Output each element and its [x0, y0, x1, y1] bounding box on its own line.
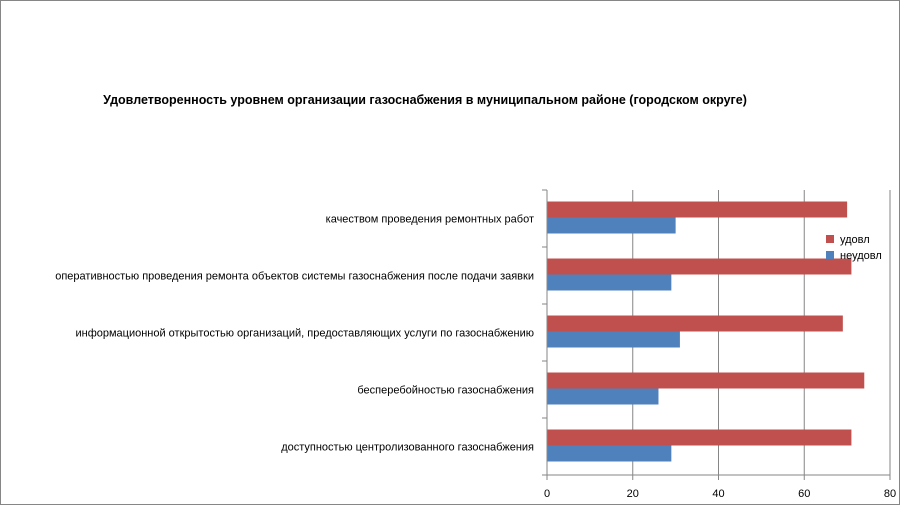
x-tick-label: 60	[798, 488, 810, 500]
bar-neudovl	[547, 274, 672, 291]
category-labels: качеством проведения ремонтных работ опер…	[55, 214, 534, 454]
bar-udovl	[547, 201, 848, 218]
legend-label: удовл	[840, 234, 870, 246]
x-tick-labels: 0 20 40 60 80	[544, 488, 896, 500]
x-tick-label: 20	[627, 488, 639, 500]
bar-neudovl	[547, 445, 672, 462]
category-label: бесперебойностью газоснабжения	[357, 385, 534, 397]
legend-swatch	[826, 251, 834, 259]
legend-swatch	[826, 235, 834, 243]
axes	[542, 189, 891, 480]
bars	[547, 201, 865, 462]
bar-udovl	[547, 315, 843, 332]
legend-label: неудовл	[840, 250, 882, 262]
category-label: информационной открытостью организаций, …	[75, 328, 534, 340]
category-label: доступностью центролизованного газоснабж…	[281, 442, 534, 454]
x-tick-label: 80	[884, 488, 896, 500]
x-tick-label: 40	[712, 488, 724, 500]
bar-neudovl	[547, 217, 676, 234]
legend: удовл неудовл	[826, 234, 882, 262]
bar-neudovl	[547, 388, 659, 405]
bar-udovl	[547, 372, 865, 389]
category-label: качеством проведения ремонтных работ	[326, 214, 534, 226]
bar-udovl	[547, 258, 852, 275]
bar-udovl	[547, 429, 852, 446]
category-label: оперативностью проведения ремонта объект…	[55, 271, 534, 283]
bar-neudovl	[547, 331, 680, 348]
chart-title: Удовлетворенность уровнем организации га…	[103, 93, 747, 107]
x-tick-label: 0	[544, 488, 550, 500]
